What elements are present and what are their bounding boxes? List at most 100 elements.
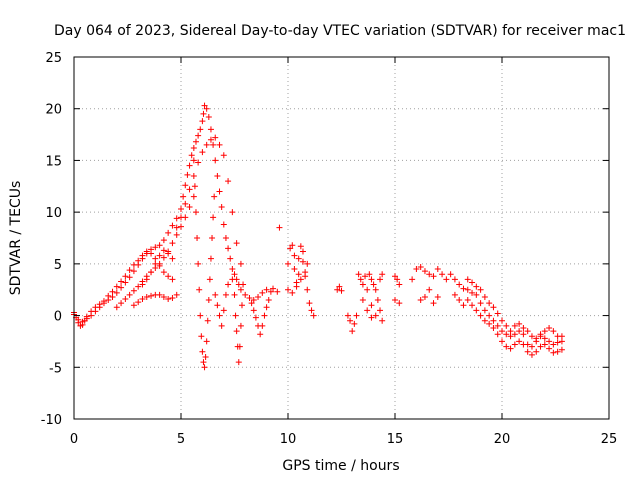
data-point <box>216 141 223 148</box>
data-point <box>182 200 189 207</box>
data-point <box>88 308 95 315</box>
tick-labels: 0 5 10 15 20 25 -10 -5 0 5 10 15 20 25 <box>41 51 618 447</box>
data-point <box>546 338 553 345</box>
data-point <box>156 242 163 249</box>
data-point <box>362 273 369 280</box>
data-point <box>246 294 253 301</box>
data-point <box>200 110 207 117</box>
data-point <box>178 206 184 213</box>
data-point <box>270 285 277 292</box>
data-point <box>490 317 497 324</box>
data-point <box>336 283 343 290</box>
data-point <box>201 102 208 109</box>
data-point <box>447 271 454 278</box>
data-point <box>297 243 304 250</box>
data-point <box>370 281 377 288</box>
data-point <box>210 141 217 148</box>
data-point <box>201 364 208 371</box>
data-point <box>265 297 272 304</box>
data-point <box>490 304 497 311</box>
data-point <box>366 271 373 278</box>
data-point <box>507 345 514 352</box>
data-point <box>421 293 428 300</box>
data-point <box>165 229 172 236</box>
data-point <box>263 304 270 311</box>
data-point <box>464 286 471 293</box>
data-point <box>285 260 291 267</box>
data-point <box>109 293 116 300</box>
data-point <box>464 276 471 283</box>
data-point <box>200 359 207 366</box>
data-point <box>173 291 180 298</box>
data-point <box>222 291 229 298</box>
data-point <box>143 248 150 255</box>
data-point <box>218 322 225 329</box>
data-point <box>426 286 433 293</box>
data-point <box>451 291 458 298</box>
data-point <box>377 307 384 314</box>
data-point <box>554 348 561 355</box>
data-point <box>192 138 199 145</box>
data-point <box>379 317 386 324</box>
data-point <box>558 333 565 340</box>
data-point <box>528 351 535 358</box>
data-point <box>257 331 264 338</box>
data-point <box>481 293 488 300</box>
data-point <box>293 283 300 290</box>
data-point <box>195 159 202 166</box>
data-point <box>355 271 362 278</box>
data-point <box>255 293 262 300</box>
data-point <box>203 338 210 345</box>
data-point <box>165 296 172 303</box>
data-point <box>469 279 476 286</box>
data-point <box>242 291 249 298</box>
data-point <box>364 307 371 314</box>
data-point <box>550 341 557 348</box>
data-point <box>126 274 133 281</box>
data-point <box>473 283 480 290</box>
data-point <box>225 245 232 252</box>
data-point <box>240 281 247 288</box>
data-point <box>233 328 240 335</box>
data-point <box>197 126 204 133</box>
data-point <box>203 141 210 148</box>
data-point <box>160 293 167 300</box>
data-point <box>235 359 242 366</box>
data-point <box>126 267 133 274</box>
data-point <box>372 286 379 293</box>
data-point <box>477 300 484 307</box>
data-point <box>222 235 229 241</box>
data-point <box>421 268 428 275</box>
data-point <box>204 317 211 324</box>
y-tick-label: -5 <box>49 361 62 376</box>
data-point <box>353 312 360 319</box>
data-point <box>469 302 476 309</box>
data-point <box>516 338 523 345</box>
data-point <box>456 281 463 288</box>
data-point <box>236 343 243 350</box>
data-point <box>165 250 172 257</box>
data-point <box>122 273 129 280</box>
data-point <box>291 266 298 273</box>
data-point <box>368 302 375 309</box>
data-point <box>135 283 142 290</box>
data-point <box>520 331 527 338</box>
data-point <box>194 235 201 241</box>
data-point <box>507 328 514 335</box>
data-marks <box>71 102 565 371</box>
data-point <box>392 297 398 304</box>
data-point <box>507 333 514 340</box>
data-point <box>169 294 176 301</box>
data-point <box>75 316 82 323</box>
data-point <box>205 113 212 120</box>
data-point <box>156 291 163 298</box>
data-point <box>259 289 266 296</box>
data-point <box>477 312 484 319</box>
data-point <box>473 291 480 298</box>
data-point <box>295 271 302 278</box>
data-point <box>202 353 209 360</box>
data-point <box>304 260 311 267</box>
data-point <box>212 157 219 164</box>
data-point <box>118 284 125 291</box>
